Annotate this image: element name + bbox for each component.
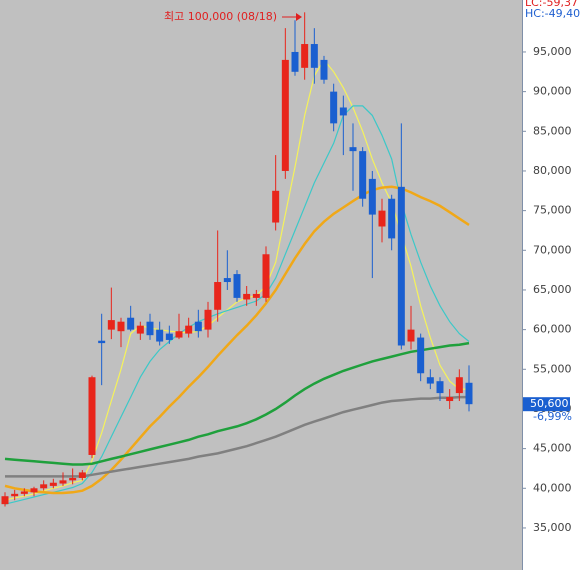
candle-body <box>243 293 251 300</box>
candle-body <box>175 331 183 338</box>
y-tick-label: 35,000 <box>533 521 572 534</box>
candle-body <box>359 151 367 199</box>
lc-label: LC:-59,37 <box>525 0 578 9</box>
candle-body <box>446 397 454 402</box>
candle-body <box>252 293 260 298</box>
candle-body <box>426 377 434 384</box>
candle-body <box>30 488 38 493</box>
candle-body <box>465 382 473 405</box>
candle-body <box>204 309 212 330</box>
candle-body <box>310 44 318 68</box>
price-box <box>523 397 570 412</box>
y-tick-label: 90,000 <box>533 85 572 98</box>
y-tick-label: 45,000 <box>533 442 572 455</box>
candle-body <box>397 186 405 346</box>
candle-body <box>98 340 106 344</box>
plot-area <box>0 0 522 570</box>
candle-body <box>436 381 444 394</box>
candle-body <box>233 274 241 298</box>
candle-body <box>185 325 193 334</box>
candle-body <box>223 278 231 283</box>
candle-body <box>194 321 202 332</box>
price-axis-panel <box>522 0 583 570</box>
y-tick-label: 70,000 <box>533 243 572 256</box>
candle-body <box>1 496 9 505</box>
candle-body <box>146 321 154 336</box>
moving-average-line <box>4 341 470 466</box>
candle-body <box>330 91 338 124</box>
candle-body <box>291 51 299 72</box>
y-tick-label: 40,000 <box>533 481 572 494</box>
candle-body <box>117 321 125 332</box>
y-tick-label: 85,000 <box>533 124 572 137</box>
high-annotation: 최고 100,000 (08/18) <box>164 10 277 23</box>
candle-body <box>214 282 222 310</box>
candle-body <box>156 329 164 342</box>
candle-body <box>59 480 67 484</box>
candle-body <box>107 320 115 330</box>
candle-body <box>69 477 77 481</box>
candle-body <box>378 210 386 227</box>
price-label: 50,600 <box>530 397 569 410</box>
y-tick-label: 80,000 <box>533 164 572 177</box>
y-tick-label: 75,000 <box>533 204 572 217</box>
candle-body <box>165 333 173 340</box>
candle-body <box>88 377 96 455</box>
candle-body <box>455 377 463 394</box>
change-label: -6,99% <box>533 410 572 423</box>
candle-body <box>272 190 280 223</box>
candle-body <box>388 198 396 239</box>
candle-body <box>339 107 347 116</box>
moving-average-line <box>4 185 470 495</box>
candle-body <box>368 178 376 215</box>
high-arrow-head <box>296 13 302 21</box>
moving-average-line <box>4 105 470 505</box>
y-tick-label: 95,000 <box>533 45 572 58</box>
candle-body <box>320 59 328 80</box>
candle-body <box>301 44 309 68</box>
candle-body <box>417 337 425 374</box>
candle-body <box>49 482 57 486</box>
candle-body <box>407 329 415 342</box>
candle-body <box>136 325 144 334</box>
y-tick-label: 60,000 <box>533 323 572 336</box>
candle-body <box>262 254 270 298</box>
candle-body <box>349 147 357 152</box>
candle-body <box>78 472 86 478</box>
candle-body <box>20 491 28 494</box>
candle-body <box>281 59 289 171</box>
candle-body <box>127 317 135 330</box>
candle-body <box>40 484 48 489</box>
candle-body <box>11 493 19 497</box>
y-tick-label: 65,000 <box>533 283 572 296</box>
hc-label: HC:-49,40 <box>525 7 580 20</box>
y-tick-label: 55,000 <box>533 362 572 375</box>
